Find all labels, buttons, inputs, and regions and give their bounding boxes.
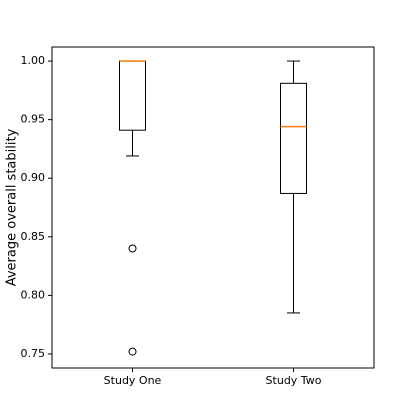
x-tick-label: Study One	[104, 374, 162, 387]
study-one-outlier-point	[128, 347, 137, 356]
y-tick-label: 0.75	[21, 347, 46, 360]
y-axis-title: Average overall stability	[5, 128, 20, 286]
y-tick-label: 0.95	[21, 113, 46, 126]
study-one-outlier-point	[128, 244, 137, 253]
x-tick-label: Study Two	[266, 374, 322, 387]
study-one-box	[119, 60, 146, 131]
y-tick-label: 0.85	[21, 230, 46, 243]
y-tick-label: 1.00	[21, 54, 46, 67]
study-two-box	[280, 82, 307, 194]
plot-frame	[51, 46, 375, 369]
y-tick-label: 0.90	[21, 171, 46, 184]
y-tick-label: 0.80	[21, 288, 46, 301]
